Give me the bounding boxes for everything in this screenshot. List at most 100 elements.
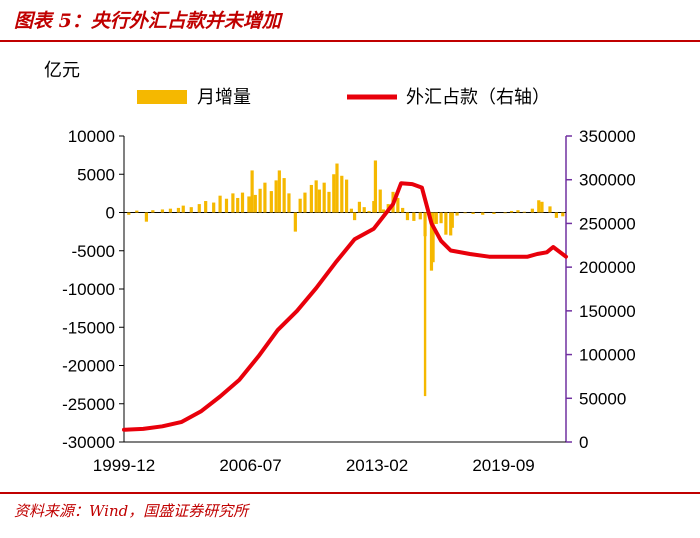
bar [327,191,331,213]
bar [444,212,448,235]
bar [332,174,336,213]
bar [431,212,435,263]
source-note: 资料来源：Wind，国盛证券研究所 [14,502,249,520]
bar [537,200,541,213]
bar [236,197,240,213]
bar [372,201,376,213]
bar [204,201,208,213]
bar [401,207,405,213]
bar [240,192,245,213]
fx-reserve-line [122,181,568,432]
bar [522,211,526,213]
bar [335,163,339,213]
figure-title: 图表 5：央行外汇占款并未增加 [14,10,281,32]
bar [282,178,286,213]
x-axis-tick-label: 2013-02 [346,456,408,475]
bar [253,194,257,213]
bar [481,212,485,215]
bar [463,212,467,214]
bar [189,207,193,213]
bar [561,212,565,217]
bar [362,207,366,213]
bar [298,198,302,213]
bar [492,212,496,215]
left-axis-tick-label: -25000 [62,395,115,414]
bar [144,212,149,222]
right-axis-tick-label: 100000 [579,346,636,365]
bar [503,212,507,214]
unit-label: 亿元 [44,60,80,80]
bar [197,204,201,213]
legend-line-label: 外汇占款（右轴） [406,87,550,107]
left-axis-tick-label: -10000 [62,280,115,299]
x-axis-tick-label: 1999-12 [93,456,155,475]
right-axis-tick-label: 300000 [579,171,636,190]
bar [176,207,181,213]
bar [412,212,416,221]
bar [340,175,344,213]
bar [353,212,357,221]
bar [218,195,222,213]
right-axis-tick-label: 200000 [579,258,636,277]
bar [287,193,291,213]
bar [373,160,378,213]
bar [450,212,454,228]
bar [168,208,173,213]
bar [554,212,558,218]
bar [160,209,165,213]
bar [429,212,434,271]
bar-spike [423,212,427,397]
bar [345,179,349,213]
bar [224,198,229,213]
bar [247,196,251,213]
bar [303,192,307,213]
bar [317,189,321,213]
bar [381,209,386,213]
bar [548,206,552,213]
right-axis-tick-label: 250000 [579,214,636,233]
bar [212,202,216,213]
right-axis-tick-label: 0 [579,433,588,452]
bar [530,208,534,213]
bar [231,193,235,213]
bar [471,212,475,215]
plot-area: 1000050000-5000-10000-15000-20000-25000-… [62,127,636,475]
bar [322,182,326,213]
bar [181,205,185,213]
bar [258,188,262,213]
x-axis-tick-label: 2006-07 [219,456,281,475]
bar [516,210,520,213]
right-axis-tick-label: 350000 [579,127,636,146]
left-axis-tick-label: 5000 [77,165,115,184]
left-axis-tick-label: 0 [106,204,115,223]
bar [263,182,267,213]
left-axis-tick-label: -15000 [62,318,115,337]
bar [378,189,382,213]
bar [455,212,459,216]
bar [269,191,273,213]
x-axis-tick-label: 2019-09 [472,456,534,475]
left-axis-tick-label: -20000 [62,357,115,376]
bar [309,184,313,213]
bar [314,180,318,213]
right-axis-tick-label: 50000 [579,389,626,408]
bar [367,210,371,213]
bar [357,201,362,213]
bar [151,210,155,213]
bar [509,210,514,213]
bar [449,212,453,236]
legend-bar-label: 月增量 [197,87,251,107]
bar [434,212,438,224]
bar [293,212,297,232]
left-axis-tick-label: -30000 [62,433,115,452]
bar [540,201,544,213]
chart: 亿元 月增量 外汇占款（右轴） 1000050000-5000-10000-15… [44,60,636,475]
legend: 月增量 外汇占款（右轴） [137,87,550,107]
bar [127,212,131,215]
bar [439,212,443,224]
bar [349,208,354,213]
bar [396,197,400,213]
bar [250,170,254,213]
bar [405,212,410,221]
